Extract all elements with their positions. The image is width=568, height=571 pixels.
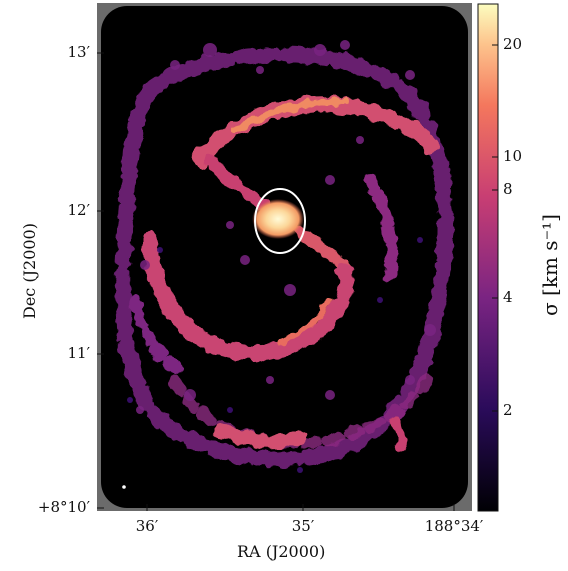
- colorbar-tick-label: 20: [503, 35, 523, 53]
- y-tick-label: 12′: [67, 201, 91, 219]
- colorbar-tick-label: 2: [503, 401, 513, 419]
- colorbar-ticks: [492, 44, 498, 412]
- x-axis-label: RA (J2000): [237, 542, 326, 561]
- dispersion-map: [114, 40, 454, 489]
- colorbar-label: σ [km s⁻¹]: [538, 214, 562, 316]
- beam-marker: [122, 485, 126, 489]
- y-tick-label: 13′: [67, 43, 91, 61]
- axis-ticks: [97, 52, 455, 511]
- x-tick-label: 35′: [291, 517, 315, 535]
- y-axis-label: Dec (J2000): [20, 223, 39, 319]
- colorbar-tick-label: 10: [503, 147, 523, 165]
- x-tick-label: 36′: [135, 517, 159, 535]
- bulge-ellipse: [254, 188, 306, 254]
- y-tick-label: +8°10′: [37, 498, 90, 516]
- colorbar: [477, 3, 499, 512]
- colorbar-tick-label: 4: [503, 288, 513, 306]
- central-bulge: [252, 199, 304, 239]
- y-tick-label: 11′: [67, 344, 91, 362]
- colorbar-tick-label: 8: [503, 180, 513, 198]
- x-tick-label: 188°34′: [424, 517, 484, 535]
- map-background: [101, 6, 468, 508]
